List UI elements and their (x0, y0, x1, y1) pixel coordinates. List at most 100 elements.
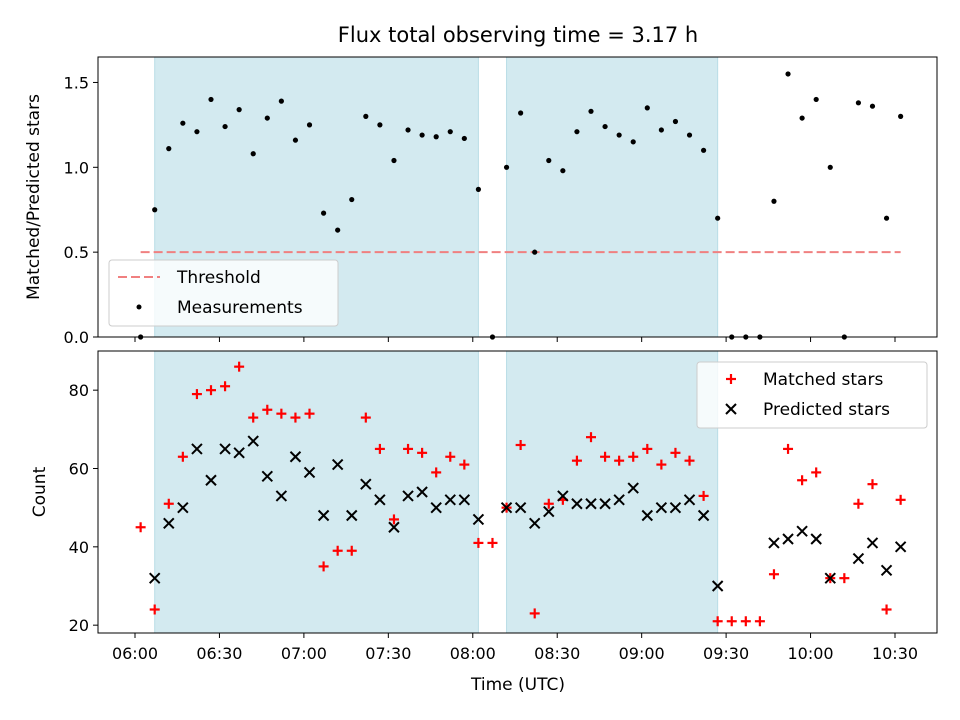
predicted-star-point (880, 564, 893, 577)
matched-star-point (712, 616, 723, 627)
measurement-point (813, 96, 819, 103)
bottom-legend: Matched stars Predicted stars (696, 361, 928, 429)
matched-star-point (628, 451, 639, 462)
matched-star-point (388, 514, 399, 525)
predicted-star-point (177, 501, 189, 514)
measurement-point (194, 129, 200, 135)
bottom-axes-frame (97, 350, 938, 634)
top-legend-box (108, 259, 339, 327)
measurement-point (771, 198, 777, 204)
measurement-point (672, 118, 679, 125)
measurement-point (518, 110, 524, 116)
chart-title: Flux total observing time = 3.17 h (338, 23, 698, 47)
predicted-star-point (627, 482, 639, 494)
top-y-axis-label: Matched/Predicted stars (24, 94, 44, 300)
predicted-star-point (543, 505, 555, 518)
matched-star-point (670, 447, 681, 458)
measurement-point (349, 196, 355, 203)
matched-star-point (529, 608, 540, 619)
bottom-x-ticks: 06:00 06:30 07:00 07:30 08:00 08:30 09:00 09:30… (112, 633, 918, 663)
measurement-point (658, 127, 664, 133)
matched-star-point (867, 479, 878, 490)
matched-star-point (754, 616, 765, 627)
measurement-point (292, 137, 299, 143)
x-tick-label: 06:00 (112, 644, 158, 663)
measurement-point (447, 129, 453, 135)
predicted-star-point (768, 537, 780, 549)
bottom-shaded-interval (154, 350, 479, 634)
bottom-y-axis-label: Count (30, 466, 50, 517)
predicted-star-point (669, 501, 682, 514)
matched-star-point (586, 432, 596, 443)
bottom-shaded-interval (506, 350, 719, 634)
predicted-star-point (500, 501, 513, 514)
predicted-star-point (810, 533, 822, 545)
x-tick-label: 08:00 (450, 644, 496, 663)
measurement-point (391, 157, 397, 164)
predicted-star-point (317, 509, 330, 522)
predicted-star-point (796, 525, 808, 537)
measurement-point (574, 129, 580, 135)
predicted-star-point (599, 498, 611, 510)
top-y-tick-label: 0.5 (64, 243, 89, 262)
matched-star-point (290, 412, 301, 423)
top-y-ticks: 0.0 0.5 1.0 1.5 (64, 73, 98, 347)
top-y-tick-label: 1.0 (64, 158, 89, 177)
measurement-point (278, 98, 284, 104)
matched-star-point (768, 569, 779, 580)
predicted-star-point (866, 537, 879, 549)
matched-star-point (206, 385, 216, 396)
measurement-point (264, 115, 270, 121)
predicted-stars-points (148, 435, 907, 592)
legend-predicted-swatch (725, 403, 737, 415)
measurement-point (166, 146, 172, 152)
measurement-point (630, 139, 636, 145)
predicted-star-point (233, 447, 245, 459)
matched-star-point (839, 573, 850, 584)
predicted-star-point (655, 501, 668, 514)
matched-star-point (135, 522, 146, 533)
predicted-star-point (416, 486, 428, 498)
top-legend: Threshold Measurements (108, 259, 339, 327)
predicted-star-point (374, 494, 386, 506)
matched-star-point (248, 412, 259, 423)
matched-star-point (346, 545, 357, 556)
measurement-point (560, 168, 566, 174)
matched-star-point (332, 545, 343, 556)
measurement-point (475, 186, 482, 192)
matched-star-point (360, 412, 371, 423)
predicted-star-point (683, 494, 696, 506)
predicted-star-point (289, 451, 302, 463)
matched-star-point (262, 404, 273, 415)
top-y-tick-label: 0.0 (64, 328, 89, 347)
measurement-point (208, 96, 214, 103)
matched-star-point (220, 381, 231, 392)
measurement-point (433, 134, 439, 140)
matched-star-point (149, 604, 160, 615)
x-tick-label: 07:00 (281, 644, 327, 663)
matched-star-point (191, 389, 202, 400)
measurement-point (686, 132, 693, 138)
predicted-star-point (514, 501, 527, 514)
predicted-star-point (852, 552, 865, 565)
matched-star-point (431, 467, 442, 478)
matched-star-point (374, 443, 385, 454)
x-axis-label: Time (UTC) (470, 675, 565, 695)
x-tick-label: 07:30 (365, 644, 411, 663)
measurement-point (869, 103, 876, 109)
predicted-star-point (711, 580, 724, 592)
x-tick-label: 10:00 (788, 644, 834, 663)
predicted-star-point (331, 458, 344, 471)
predicted-star-point (219, 443, 231, 455)
predicted-star-point (346, 509, 358, 522)
bottom-shaded-regions (154, 350, 719, 634)
predicted-star-point (613, 494, 625, 506)
matched-star-point (881, 604, 892, 615)
measurement-point (250, 151, 256, 157)
top-x-ticks (134, 337, 896, 342)
matched-star-point (177, 451, 188, 462)
matched-star-point (571, 455, 582, 466)
x-tick-label: 06:30 (196, 644, 242, 663)
